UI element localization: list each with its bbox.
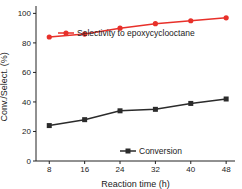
svg-text:100: 100 (18, 9, 32, 18)
svg-text:32: 32 (151, 165, 160, 174)
svg-text:Reaction time (h): Reaction time (h) (101, 179, 170, 189)
html-text:Selectivity to epoxycyclooctan: Selectivity to epoxycyclooctane (77, 28, 195, 38)
svg-text:48: 48 (222, 165, 231, 174)
svg-text:16: 16 (80, 165, 89, 174)
svg-text:40: 40 (186, 165, 195, 174)
svg-text:80: 80 (22, 39, 31, 48)
html-text:Conversion: Conversion (139, 146, 182, 156)
svg-text:40: 40 (22, 98, 31, 107)
svg-text:0: 0 (27, 157, 32, 166)
svg-text:24: 24 (116, 165, 125, 174)
svg-text:60: 60 (22, 68, 31, 77)
svg-text:20: 20 (22, 127, 31, 136)
svg-text:Conv./Select. (%): Conv./Select. (%) (8, 52, 9, 121)
svg-text:8: 8 (47, 165, 52, 174)
